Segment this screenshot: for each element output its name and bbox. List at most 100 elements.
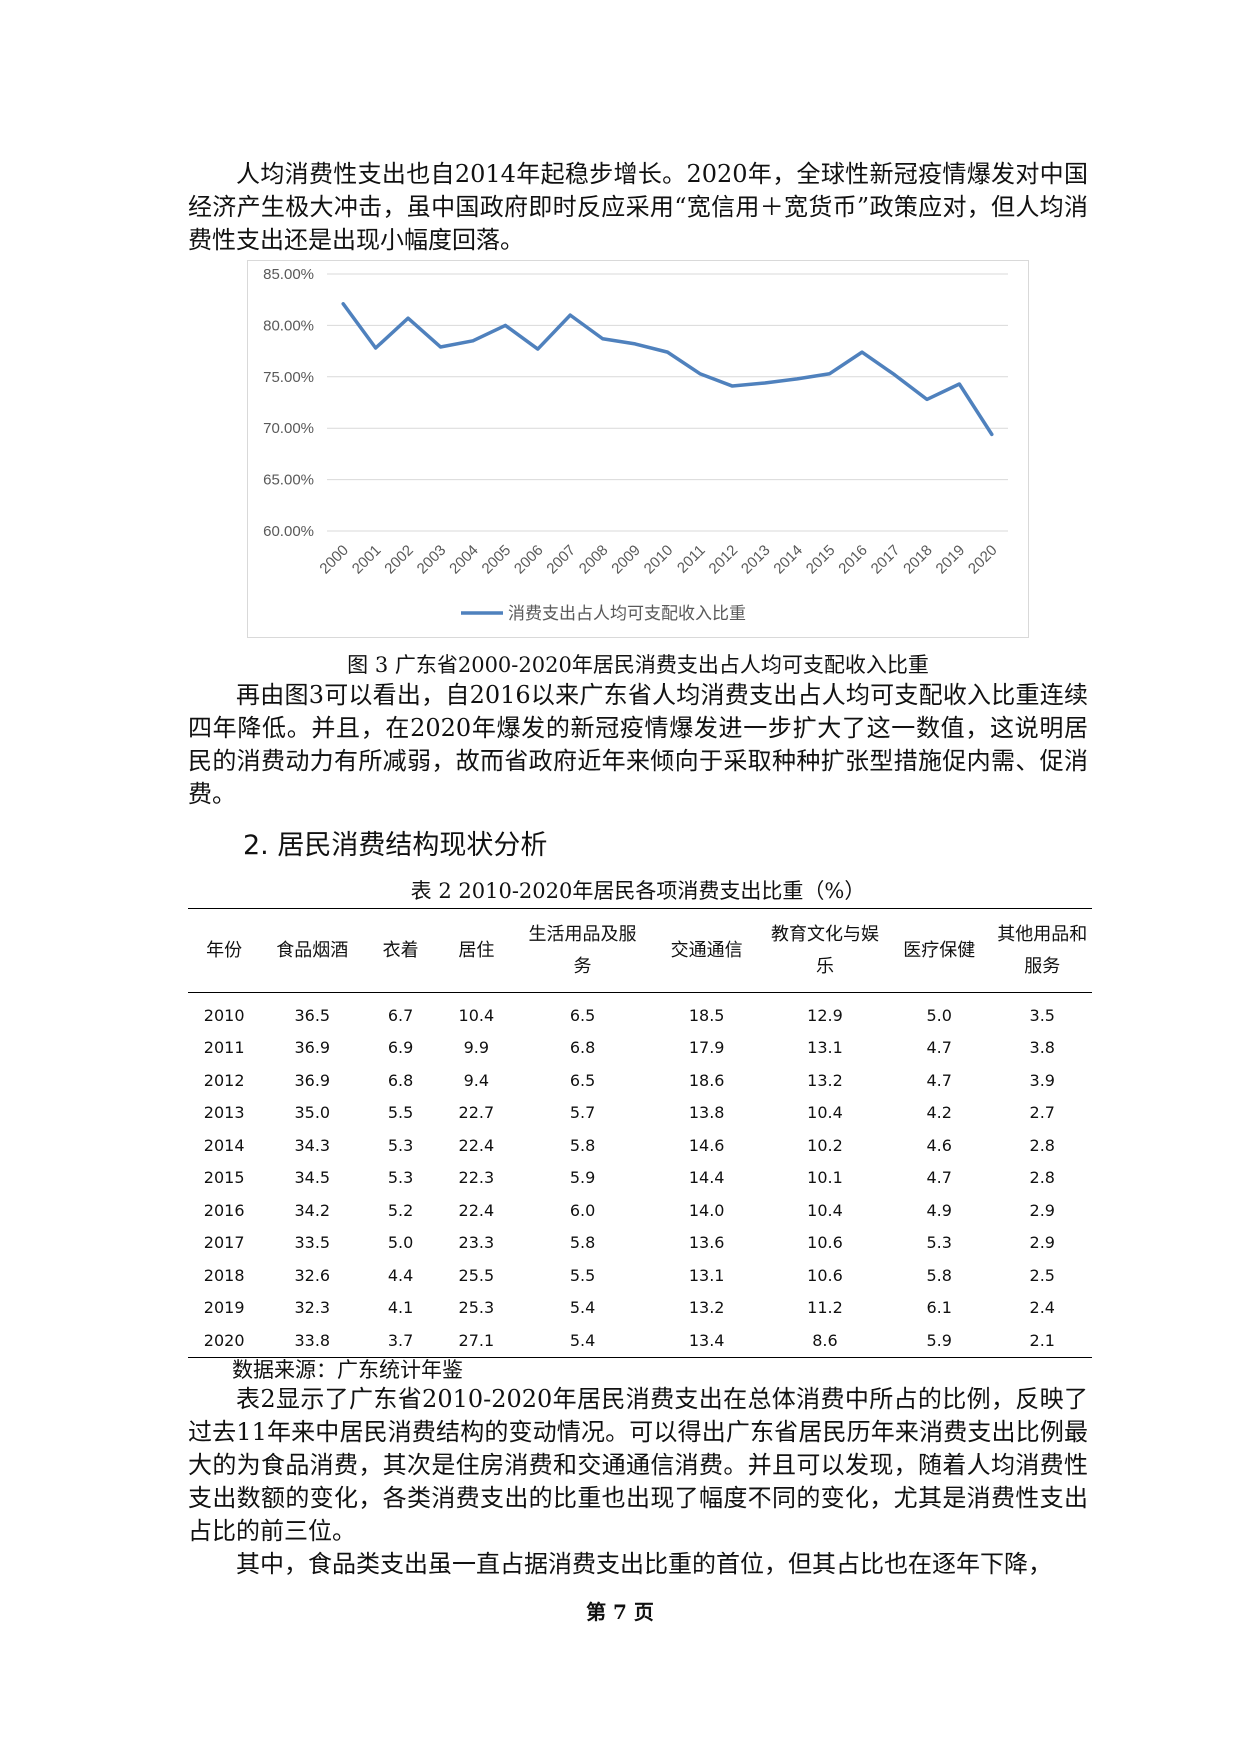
table-cell: 14.6 bbox=[688, 1135, 725, 1155]
table-cell: 2.9 bbox=[1029, 1200, 1055, 1220]
table-cell: 33.8 bbox=[294, 1330, 331, 1350]
table-cell: 2020 bbox=[203, 1330, 245, 1350]
table-row: 2017 33.5 5.0 23.3 5.8 13.6 10.6 5.3 2.9 bbox=[188, 1227, 1092, 1260]
table-header-row: 年份 食品烟酒 衣着 居住 生活用品及服务 交通通信 教育文化与娱乐 医疗保健 … bbox=[188, 908, 1092, 993]
header-transport: 交通通信 bbox=[670, 939, 743, 961]
table-row: 2016 34.2 5.2 22.4 6.0 14.0 10.4 4.9 2.9 bbox=[188, 1194, 1092, 1227]
header-clothing: 衣着 bbox=[382, 939, 419, 961]
table-cell: 10.6 bbox=[807, 1233, 843, 1253]
table-row: 2020 33.8 3.7 27.1 5.4 13.4 8.6 5.9 2.1 bbox=[188, 1324, 1092, 1357]
table-cell: 25.5 bbox=[458, 1265, 495, 1285]
table-cell: 6.8 bbox=[569, 1038, 596, 1058]
table-cell: 34.3 bbox=[294, 1135, 331, 1155]
table-cell: 2019 bbox=[203, 1298, 245, 1318]
table-cell: 5.8 bbox=[926, 1265, 952, 1285]
table-cell: 13.4 bbox=[688, 1330, 725, 1350]
data-point bbox=[957, 382, 961, 386]
table-cell: 5.3 bbox=[926, 1233, 952, 1253]
data-point bbox=[471, 339, 475, 343]
table-cell: 32.3 bbox=[294, 1298, 331, 1318]
table-cell: 6.5 bbox=[569, 1070, 596, 1090]
x-tick-label: 2009 bbox=[608, 542, 644, 578]
table-cell: 5.9 bbox=[926, 1330, 952, 1350]
table-cell: 6.1 bbox=[926, 1298, 952, 1318]
data-source: 数据来源：广东统计年鉴 bbox=[232, 1358, 463, 1382]
data-point bbox=[860, 350, 864, 354]
x-tick-label: 2012 bbox=[706, 542, 742, 578]
table-cell: 2017 bbox=[203, 1233, 245, 1253]
data-point bbox=[374, 346, 378, 350]
table-cell: 4.2 bbox=[926, 1103, 952, 1123]
table-row: 2010 36.5 6.7 10.4 6.5 18.5 12.9 5.0 3.5 bbox=[188, 993, 1092, 1032]
table-cell: 10.2 bbox=[807, 1135, 843, 1155]
table-cell: 12.9 bbox=[807, 1005, 843, 1025]
table-cell: 2013 bbox=[203, 1103, 245, 1123]
table-cell: 2.7 bbox=[1029, 1103, 1055, 1123]
x-tick-label: 2016 bbox=[835, 542, 871, 578]
table-cell: 9.9 bbox=[463, 1038, 490, 1058]
table-cell: 3.9 bbox=[1029, 1070, 1055, 1090]
table-cell: 4.7 bbox=[926, 1038, 952, 1058]
table-body: 2010 36.5 6.7 10.4 6.5 18.5 12.9 5.0 3.5 2011 36.9… bbox=[188, 993, 1092, 1357]
table-row: 2019 32.3 4.1 25.3 5.4 13.2 11.2 6.1 2.4 bbox=[188, 1292, 1092, 1325]
x-tick-label: 2004 bbox=[446, 542, 482, 578]
table-cell: 13.6 bbox=[688, 1233, 725, 1253]
data-point bbox=[341, 302, 345, 306]
table-cell: 25.3 bbox=[458, 1298, 495, 1318]
table-cell: 14.4 bbox=[688, 1168, 725, 1188]
table-row: 2013 35.0 5.5 22.7 5.7 13.8 10.4 4.2 2.7 bbox=[188, 1097, 1092, 1130]
table-cell: 5.5 bbox=[387, 1103, 414, 1123]
data-point bbox=[439, 345, 442, 349]
table-cell: 13.8 bbox=[688, 1103, 725, 1123]
table-cell: 2018 bbox=[203, 1265, 245, 1285]
x-tick-label: 2002 bbox=[381, 542, 417, 578]
x-tick-label: 2011 bbox=[674, 542, 709, 577]
data-point bbox=[666, 350, 669, 354]
table-cell: 10.4 bbox=[458, 1005, 495, 1025]
table-cell: 13.1 bbox=[807, 1038, 843, 1058]
header-medical: 医疗保健 bbox=[903, 939, 976, 961]
paragraph-3: 表2显示了广东省2010-2020年居民消费支出在总体消费中所占的比例，反映了过… bbox=[188, 1385, 1088, 1545]
table-cell: 5.9 bbox=[569, 1168, 596, 1188]
table-cell: 2.5 bbox=[1029, 1265, 1055, 1285]
table-cell: 6.9 bbox=[387, 1038, 414, 1058]
table-cell: 34.5 bbox=[294, 1168, 331, 1188]
legend-label: 消费支出占人均可支配收入比重 bbox=[508, 604, 746, 624]
table-cell: 34.2 bbox=[294, 1200, 331, 1220]
data-point bbox=[568, 313, 572, 317]
table-cell: 5.4 bbox=[569, 1330, 596, 1350]
table-cell: 10.4 bbox=[807, 1103, 843, 1123]
x-tick-label: 2000 bbox=[316, 542, 352, 578]
table-cell: 22.7 bbox=[458, 1103, 495, 1123]
table-cell: 6.5 bbox=[569, 1005, 596, 1025]
paragraph-4: 其中，食品类支出虽一直占据消费支出比重的首位，但其占比也在逐年下降， bbox=[236, 1550, 1052, 1578]
table-cell: 13.1 bbox=[688, 1265, 725, 1285]
table-cell: 22.3 bbox=[458, 1168, 495, 1188]
data-point bbox=[828, 372, 832, 376]
table-cell: 17.9 bbox=[688, 1038, 725, 1058]
table-cell: 22.4 bbox=[458, 1135, 495, 1155]
table-cell: 35.0 bbox=[294, 1103, 331, 1123]
table-cell: 10.6 bbox=[807, 1265, 843, 1285]
table-cell: 14.0 bbox=[688, 1200, 725, 1220]
y-tick-label: 65.00% bbox=[263, 472, 314, 489]
table-cell: 2.8 bbox=[1029, 1168, 1055, 1188]
table-cell: 3.7 bbox=[387, 1330, 414, 1350]
table-cell: 5.7 bbox=[569, 1103, 596, 1123]
data-point bbox=[633, 342, 637, 346]
x-tick-label: 2007 bbox=[543, 542, 579, 578]
table-cell: 36.9 bbox=[294, 1038, 331, 1058]
x-tick-label: 2014 bbox=[770, 542, 806, 578]
header-year: 年份 bbox=[206, 939, 243, 961]
header-housing: 居住 bbox=[458, 939, 495, 961]
table-cell: 4.6 bbox=[926, 1135, 952, 1155]
table-cell: 2.4 bbox=[1029, 1298, 1055, 1318]
table-cell: 23.3 bbox=[458, 1233, 495, 1253]
table-row: 2011 36.9 6.9 9.9 6.8 17.9 13.1 4.7 3.8 bbox=[188, 1032, 1092, 1065]
table-cell: 5.8 bbox=[569, 1135, 596, 1155]
table-caption: 表 2 2010-2020年居民各项消费支出比重（%） bbox=[410, 879, 866, 903]
table-cell: 2014 bbox=[203, 1135, 245, 1155]
chart-canvas: 85.00% 80.00% 75.00% 70.00% 65.00% 60.00%2000… bbox=[263, 266, 1008, 624]
table-cell: 3.8 bbox=[1029, 1038, 1055, 1058]
data-point bbox=[536, 347, 540, 351]
